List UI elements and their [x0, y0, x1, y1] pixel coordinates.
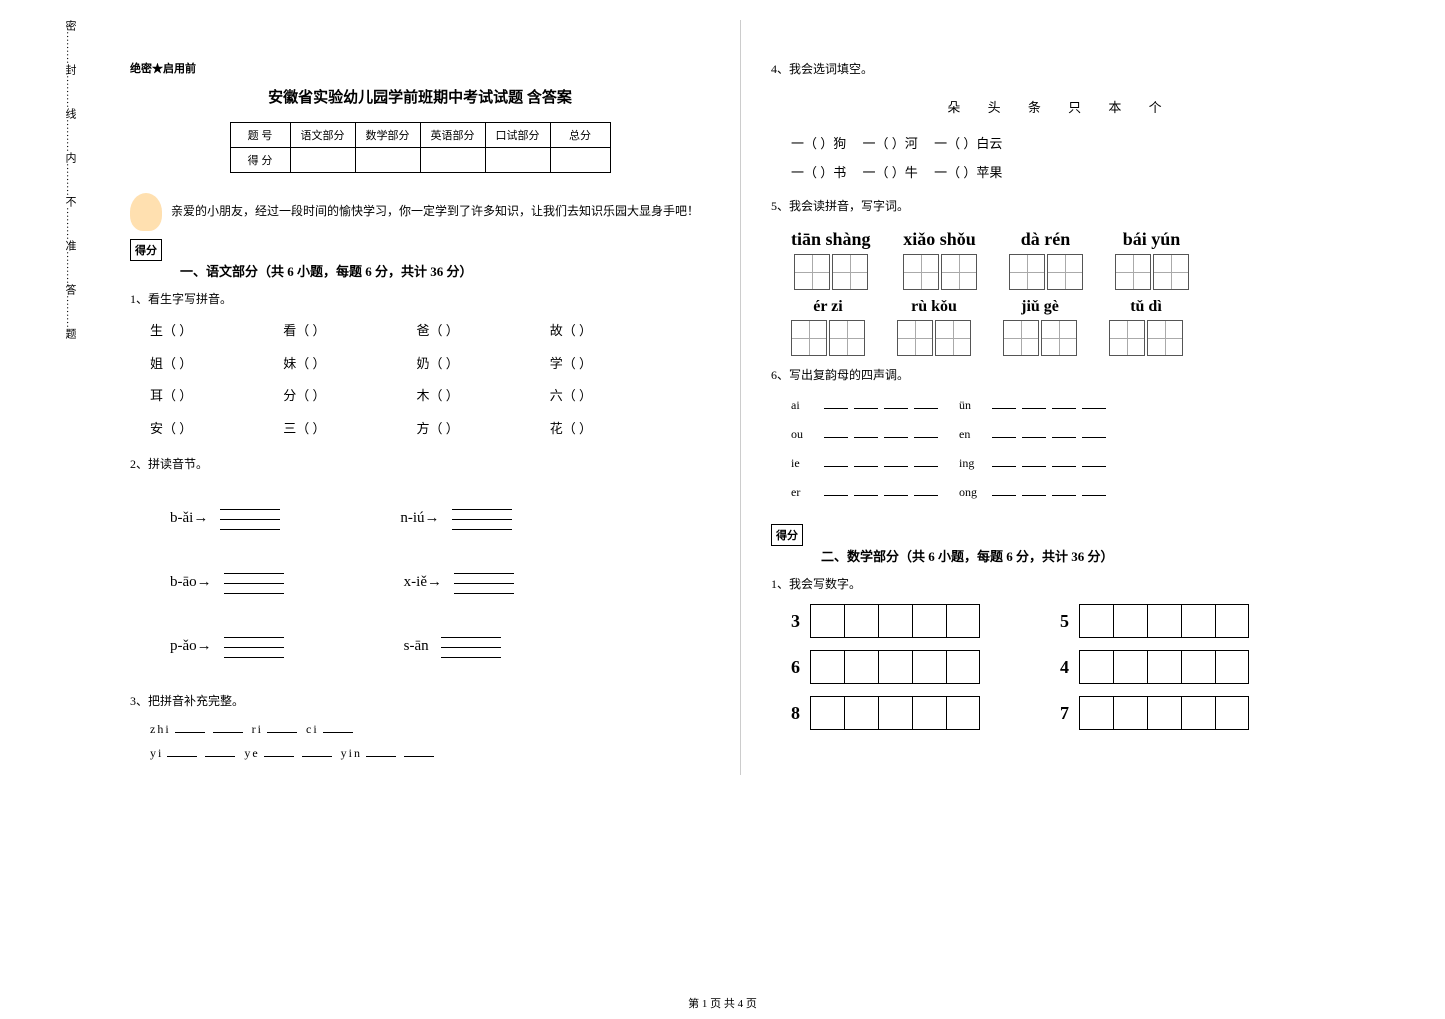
defen-box2: 得分 [771, 524, 803, 546]
q4-l1: 一（ ）狗 一（ ）河 一（ ）白云 [771, 130, 1350, 159]
q3-line2: yi ye yin [130, 741, 710, 765]
right-column: 4、我会选词填空。 朵 头 条 只 本 个 一（ ）狗 一（ ）河 一（ ）白云… [740, 20, 1380, 775]
q1-c3: 故（ ） [550, 315, 680, 348]
q5-g1: xiǎo shǒu [903, 229, 977, 290]
score-h2: 数学部分 [355, 123, 420, 148]
exam-title: 安徽省实验幼儿园学前班期中考试试题 含答案 [130, 86, 710, 107]
confidential-label: 绝密★启用前 [130, 60, 710, 76]
score-r0: 得 分 [230, 148, 290, 173]
mq1-n4: 8 [791, 696, 980, 730]
q1-c8: 耳（ ） [150, 380, 280, 413]
mq1-n2: 6 [791, 650, 980, 684]
score-h5: 总分 [550, 123, 610, 148]
q1-c14: 方（ ） [417, 413, 547, 446]
q2-compose: b-ǎi→ n-iú→ b-āo→ x-iě→ p-ǎo→ s-ān [130, 500, 710, 664]
binding-edge: 密………封………线………内………不………准………答………题 [50, 20, 90, 970]
q1-c7: 学（ ） [550, 348, 680, 381]
score-r3 [420, 148, 485, 173]
q2-i5: s-ān [404, 628, 501, 664]
intro-text: 亲爱的小朋友，经过一段时间的愉快学习，你一定学到了许多知识，让我们去知识乐园大显… [130, 193, 710, 231]
q3-line1: zhi ri ci [130, 717, 710, 741]
defen-box: 得分 [130, 239, 162, 261]
q4-options: 朵 头 条 只 本 个 [771, 97, 1350, 116]
mq1-n0: 3 [791, 604, 980, 638]
mq1-label: 1、我会写数字。 [771, 575, 1350, 592]
q4-label: 4、我会选词填空。 [771, 60, 1350, 77]
q1-c12: 安（ ） [150, 413, 280, 446]
score-h4: 口试部分 [485, 123, 550, 148]
score-table: 题 号 语文部分 数学部分 英语部分 口试部分 总分 得 分 [230, 122, 611, 173]
page-container: 绝密★启用前 安徽省实验幼儿园学前班期中考试试题 含答案 题 号 语文部分 数学… [0, 0, 1445, 795]
score-h1: 语文部分 [290, 123, 355, 148]
q3-label: 3、把拼音补充完整。 [130, 692, 710, 709]
q2-label: 2、拼读音节。 [130, 455, 710, 472]
q1-c10: 木（ ） [417, 380, 547, 413]
q1-c6: 奶（ ） [417, 348, 547, 381]
defen-wrap: 得分 [130, 239, 710, 261]
q1-c5: 妹（ ） [283, 348, 413, 381]
section1-title: 一、语文部分（共 6 小题，每题 6 分，共计 36 分） [180, 261, 710, 280]
q6-r0: ai ün [771, 391, 1350, 420]
child-icon [130, 193, 162, 231]
left-column: 绝密★启用前 安徽省实验幼儿园学前班期中考试试题 含答案 题 号 语文部分 数学… [100, 20, 740, 775]
q6-r3: er ong [771, 478, 1350, 507]
q1-c9: 分（ ） [283, 380, 413, 413]
page-footer: 第 1 页 共 4 页 [0, 995, 1445, 1011]
q2-i4: p-ǎo→ [170, 628, 284, 664]
q1-c11: 六（ ） [550, 380, 680, 413]
q2-i1: n-iú→ [400, 500, 511, 536]
q6-r2: ie ing [771, 449, 1350, 478]
q1-chars: 生（ ） 看（ ） 爸（ ） 故（ ） 姐（ ） 妹（ ） 奶（ ） 学（ ） … [130, 315, 710, 445]
q1-c0: 生（ ） [150, 315, 280, 348]
mq1-n1: 5 [1060, 604, 1249, 638]
q5-block: tiān shàng xiǎo shǒu dà rén bái yún [791, 229, 1350, 356]
q4-l2: 一（ ）书 一（ ）牛 一（ ）苹果 [771, 159, 1350, 188]
q1-c4: 姐（ ） [150, 348, 280, 381]
defen-wrap2: 得分 [771, 524, 1350, 546]
score-h3: 英语部分 [420, 123, 485, 148]
score-h0: 题 号 [230, 123, 290, 148]
q5-g5: rù kǒu [897, 298, 971, 356]
mq1-n5: 7 [1060, 696, 1249, 730]
intro-content: 亲爱的小朋友，经过一段时间的愉快学习，你一定学到了许多知识，让我们去知识乐园大显… [171, 204, 699, 218]
q5-g3: bái yún [1115, 229, 1189, 290]
q2-i3: x-iě→ [404, 564, 514, 600]
q5-g6: jiǔ gè [1003, 298, 1077, 356]
mq1-grid: 3 5 6 4 8 [771, 604, 1350, 730]
q6-r1: ou en [771, 420, 1350, 449]
q5-g2: dà rén [1009, 229, 1083, 290]
q6-label: 6、写出复韵母的四声调。 [771, 366, 1350, 383]
section2-title: 二、数学部分（共 6 小题，每题 6 分，共计 36 分） [821, 546, 1350, 565]
q5-g7: tǔ dì [1109, 298, 1183, 356]
q5-g4: ér zi [791, 298, 865, 356]
q5-label: 5、我会读拼音，写字词。 [771, 197, 1350, 214]
q1-c15: 花（ ） [550, 413, 680, 446]
q1-label: 1、看生字写拼音。 [130, 290, 710, 307]
q2-i2: b-āo→ [170, 564, 284, 600]
binding-dashed: 密………封………线………内………不………准………答………题 [62, 20, 78, 339]
q5-g0: tiān shàng [791, 229, 871, 290]
score-r4 [485, 148, 550, 173]
q2-i0: b-ǎi→ [170, 500, 280, 536]
score-r1 [290, 148, 355, 173]
mq1-n3: 4 [1060, 650, 1249, 684]
q1-c2: 爸（ ） [417, 315, 547, 348]
q1-c13: 三（ ） [283, 413, 413, 446]
score-r2 [355, 148, 420, 173]
q1-c1: 看（ ） [283, 315, 413, 348]
score-r5 [550, 148, 610, 173]
